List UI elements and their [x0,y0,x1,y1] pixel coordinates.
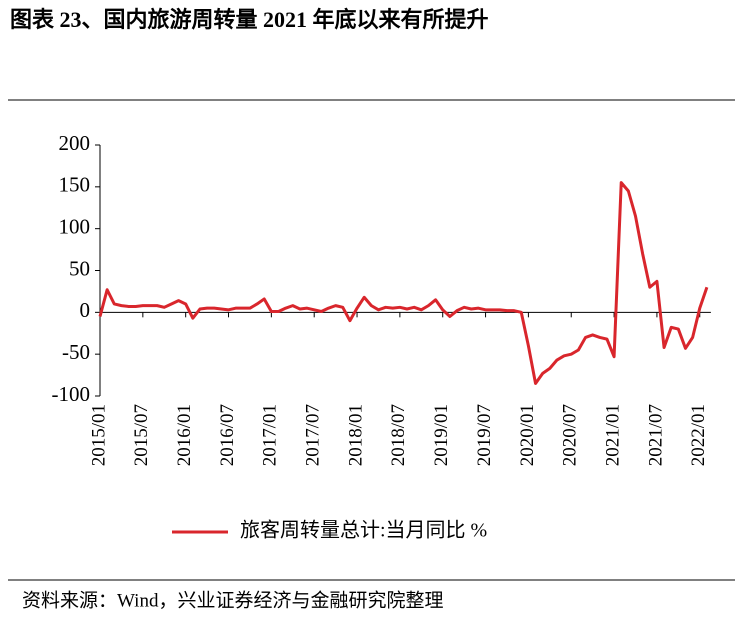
source-note: 资料来源：Wind，兴业证券经济与金融研究院整理 [22,589,443,611]
y-tick-label: -50 [62,340,90,364]
y-tick-label: 200 [59,131,91,155]
x-tick-label: 2015/01 [88,404,109,466]
x-tick-label: 2015/07 [131,404,152,466]
y-tick-label: 150 [59,173,91,197]
x-tick-label: 2018/07 [388,404,409,466]
y-tick-label: 100 [59,214,91,238]
x-tick-label: 2020/01 [517,404,538,466]
x-tick-label: 2020/07 [560,404,581,466]
x-tick-label: 2017/01 [260,404,281,466]
y-tick-label: 0 [80,298,91,322]
x-tick-label: 2019/01 [431,404,452,466]
x-tick-label: 2019/07 [474,404,495,466]
x-tick-label: 2022/01 [688,404,709,466]
x-tick-label: 2021/01 [602,404,623,466]
legend-label: 旅客周转量总计:当月同比 % [240,519,487,542]
x-tick-label: 2017/07 [303,404,324,466]
x-tick-label: 2021/07 [645,404,666,466]
chart-title: 图表 23、国内旅游周转量 2021 年底以来有所提升 [10,7,489,32]
y-tick-label: -100 [52,382,91,406]
series-line [98,181,709,385]
y-tick-label: 50 [69,256,90,280]
x-tick-label: 2016/07 [217,404,238,466]
x-tick-label: 2016/01 [174,404,195,466]
x-tick-label: 2018/01 [345,404,366,466]
